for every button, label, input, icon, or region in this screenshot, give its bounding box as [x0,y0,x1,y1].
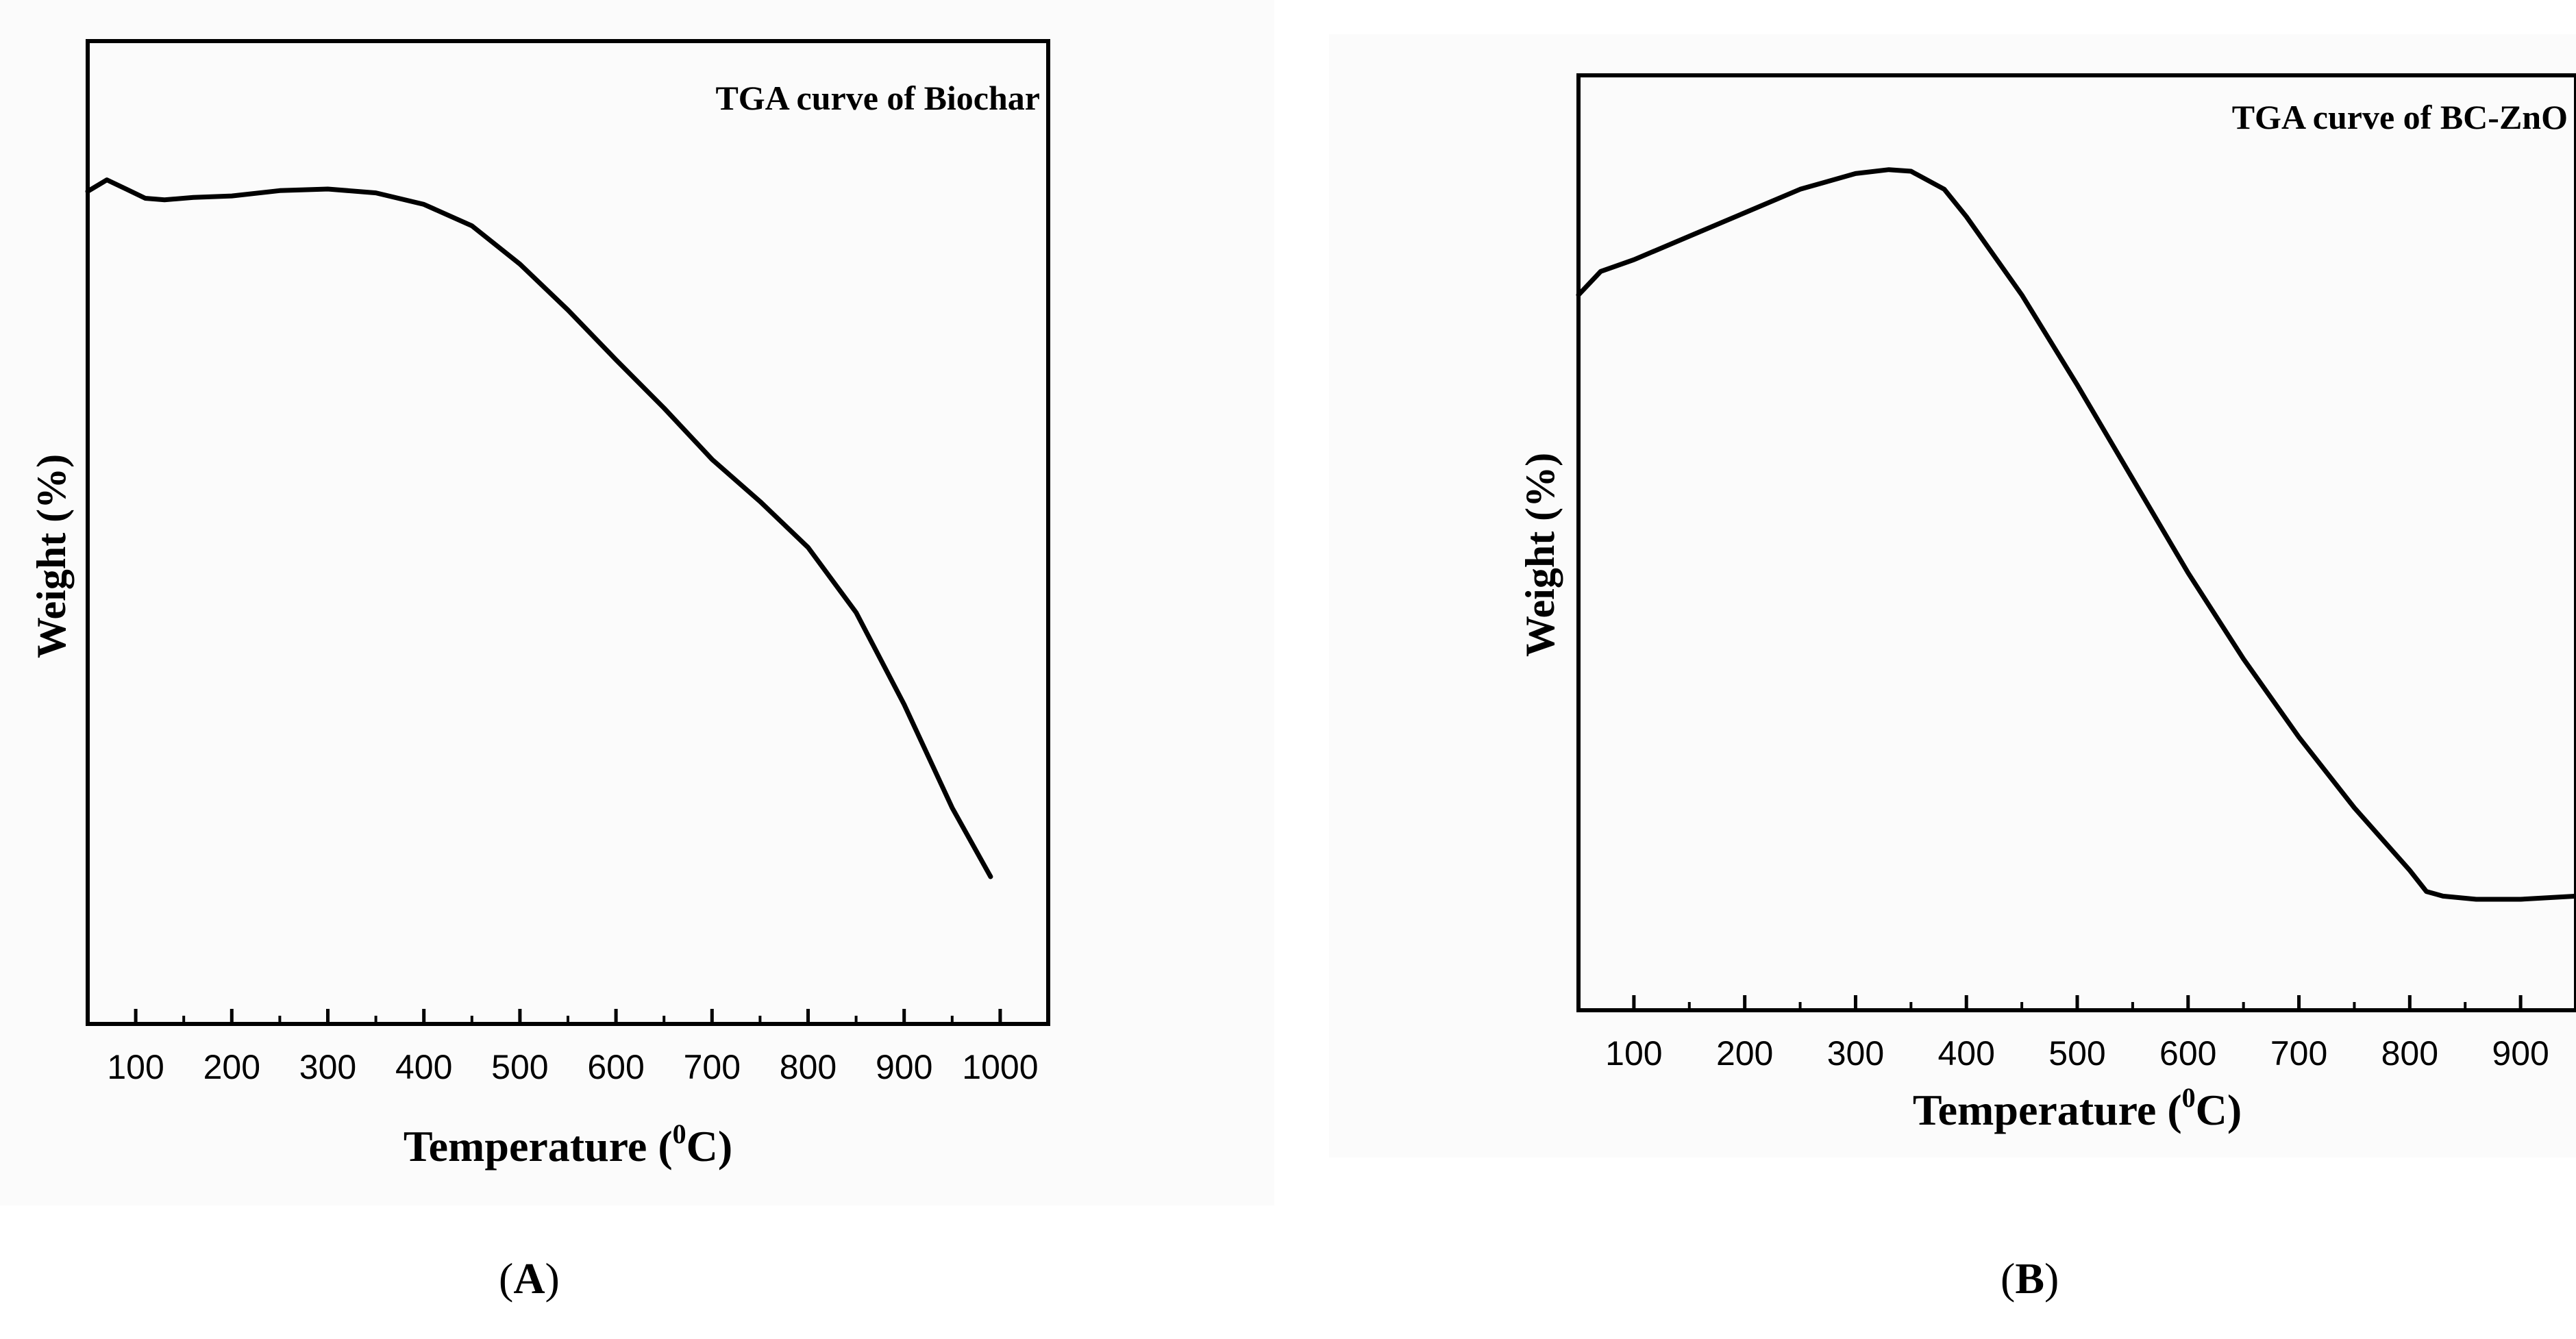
x-tick-label: 200 [203,1048,260,1086]
panel-a-label: A [513,1254,545,1303]
plot-frame [86,39,1050,1026]
panel-b-label: B [2015,1254,2044,1303]
x-tick-label: 1000 [962,1048,1038,1086]
x-tick-label: 100 [1605,1034,1662,1073]
series-line-biochar [85,177,993,879]
chart-title: TGA curve of Biochar [715,79,1040,117]
plot-frame [1576,73,2576,1012]
y-axis-label: Weight (%) [1518,453,1563,657]
x-tick-label: 300 [299,1048,356,1086]
panel-b-caption: (B) [2001,1254,2059,1303]
y-axis-label: Weight (%) [29,454,74,658]
x-tick-label: 300 [1827,1034,1884,1073]
x-tick-label: 600 [2159,1034,2216,1073]
x-tick-label: 900 [876,1048,932,1086]
chart-b-svg: 100 200 300 400 500 600 700 800 900 TGA curve of … [1518,73,2576,1134]
chart-panel-b: 100 200 300 400 500 600 700 800 900 TGA curve of … [1329,34,2576,1157]
chart-title: TGA curve of BC-ZnO [2232,98,2568,136]
chart-a-svg: 100 200 300 400 500 600 700 800 900 1000 TGA curve… [29,39,1050,1171]
x-tick-label: 500 [491,1048,548,1086]
x-axis-label: Temperature (0C) [1913,1082,2242,1134]
x-tick-label: 500 [2048,1034,2105,1073]
x-tick-label: 700 [2270,1034,2327,1073]
x-tick-label: 200 [1716,1034,1773,1073]
x-tick-label: 800 [780,1048,837,1086]
series-line-bc-zno [1576,167,2576,902]
x-tick-label: 400 [395,1048,452,1086]
x-tick-label: 400 [1938,1034,1995,1073]
x-tick-label: 100 [107,1048,164,1086]
x-tick-label: 800 [2381,1034,2438,1073]
chart-panel-a: 100 200 300 400 500 600 700 800 900 1000 TGA curve… [0,0,1274,1205]
x-tick-label: 600 [587,1048,644,1086]
panel-a-caption: (A) [499,1254,560,1303]
x-axis-label: Temperature (0C) [404,1118,732,1171]
x-tick-label: 900 [2492,1034,2549,1073]
x-tick-label: 700 [684,1048,741,1086]
